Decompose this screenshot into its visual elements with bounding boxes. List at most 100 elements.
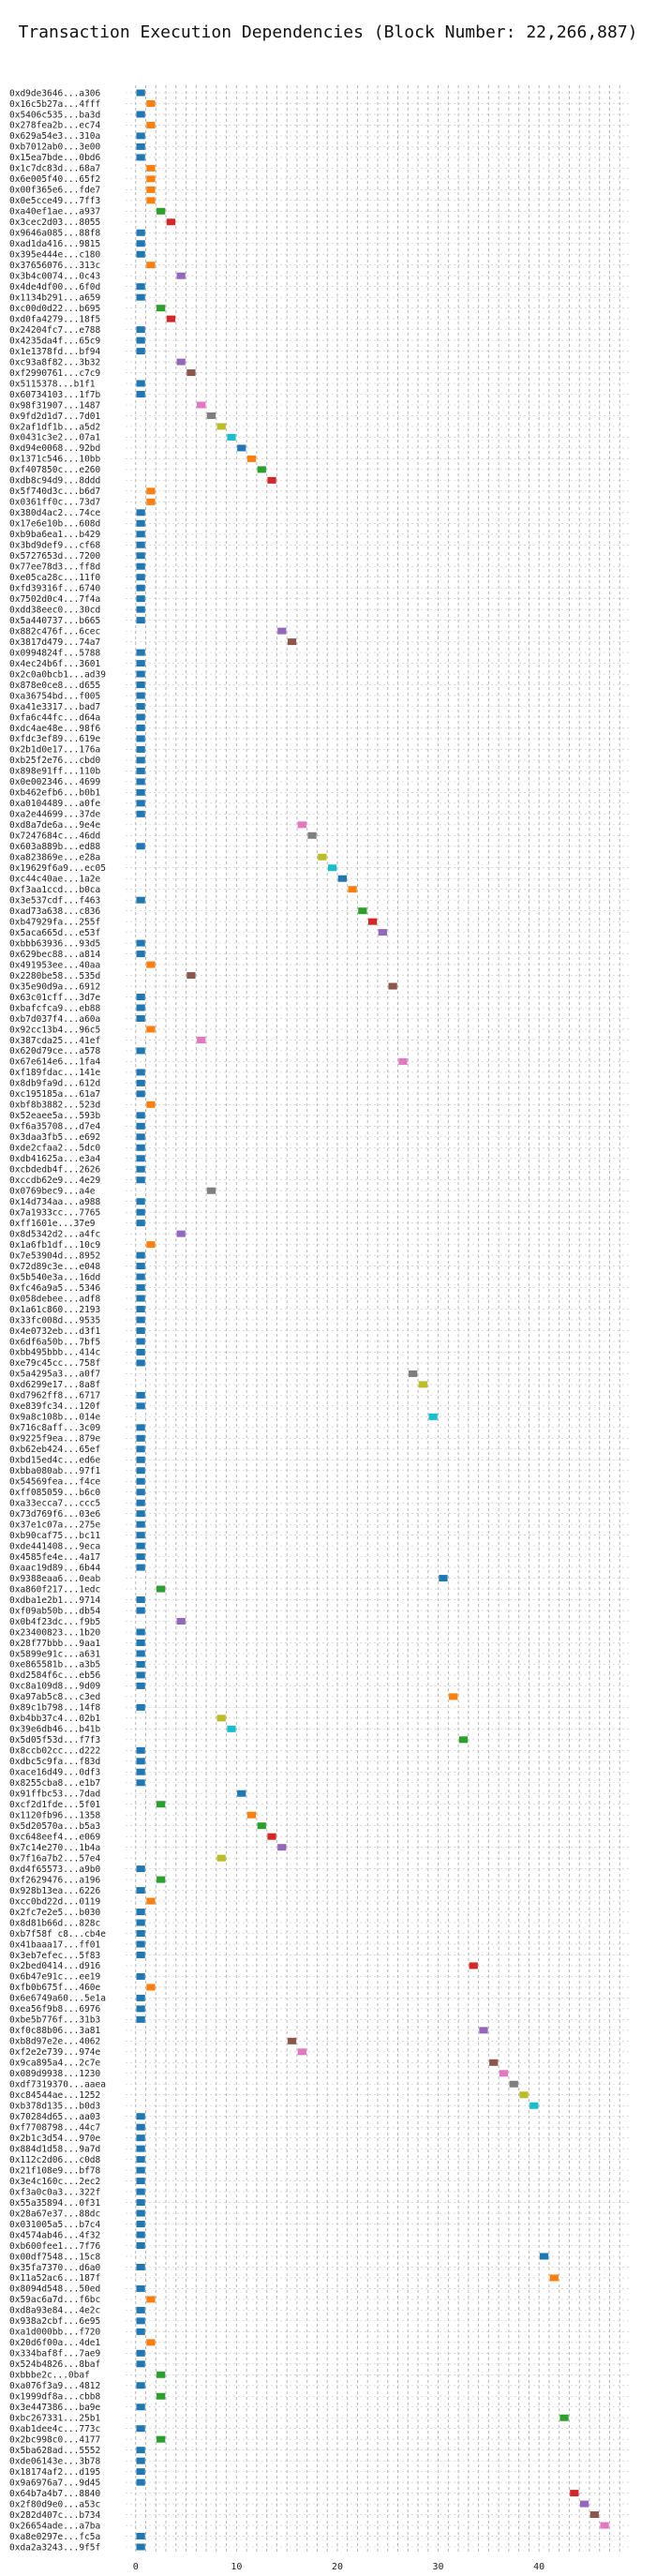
- tx-bar: [136, 1768, 145, 1775]
- tx-hash-label: 0x878e0ce8...d655: [9, 681, 100, 691]
- tx-hash-label: 0x089d9938...1230: [9, 2069, 101, 2079]
- tx-hash-label: 0xd8a93e84...4e2c: [9, 2306, 100, 2316]
- tx-hash-label: 0x8d5342d2...a4fc: [9, 1229, 100, 1239]
- tx-bar: [136, 2317, 145, 2325]
- tx-hash-label: 0x031005a5...b7c4: [9, 2220, 101, 2230]
- tx-bar: [136, 843, 145, 850]
- tx-bar: [186, 972, 196, 980]
- tx-bar: [136, 1650, 145, 1657]
- tx-hash-label: 0x8db9fa9d...612d: [9, 1079, 100, 1089]
- tx-bar: [136, 2425, 145, 2433]
- tx-bar: [136, 1069, 145, 1076]
- tx-hash-label: 0xa40ef1ae...a937: [9, 207, 100, 217]
- tx-bar: [136, 1477, 145, 1485]
- tx-bar: [246, 1811, 257, 1819]
- tx-hash-label: 0x70284d65...aa03: [9, 2112, 100, 2122]
- tx-bar: [136, 1251, 145, 1259]
- tx-hash-label: 0xdc4ae48e...98f6: [9, 724, 101, 734]
- tx-bar: [136, 2479, 145, 2486]
- tx-hash-label: 0xb90caf75...bc11: [9, 1531, 101, 1541]
- tx-hash-label: 0x3e537cdf...f463: [9, 895, 100, 906]
- tx-hash-label: 0x884d1d58...9a7d: [9, 2144, 100, 2154]
- tx-bar: [176, 272, 186, 279]
- tx-hash-label: 0x52eaee5a...593b: [9, 1111, 101, 1121]
- tx-hash-label: 0xdb8c94d9...8ddd: [9, 476, 100, 487]
- tx-hash-label: 0xbc267331...25b1: [9, 2414, 101, 2424]
- tx-hash-label: 0x1a61c860...2193: [9, 1305, 100, 1315]
- tx-bar: [136, 2015, 145, 2023]
- tx-bar: [146, 1101, 156, 1108]
- tx-bar: [176, 1618, 186, 1625]
- x-tick-label: 10: [231, 2562, 242, 2572]
- tx-hash-label: 0xb9ba6ea1...b429: [9, 530, 101, 540]
- tx-bar: [136, 2134, 145, 2142]
- tx-hash-label: 0xa8e0297e...fc5a: [9, 2532, 100, 2542]
- tx-bar: [136, 391, 145, 398]
- tx-bar: [146, 262, 156, 269]
- tx-hash-label: 0x882c476f...6cec: [9, 626, 100, 637]
- tx-hash-label: 0x3daa3fb5...e692: [9, 1132, 100, 1143]
- tx-hash-label: 0xbafcfca9...eb88: [9, 1003, 101, 1013]
- tx-hash-label: 0x491953ee...40aa: [9, 960, 100, 970]
- tx-bar: [136, 1144, 145, 1151]
- tx-hash-label: 0xbb495bbb...414c: [9, 1348, 100, 1358]
- tx-hash-label: 0x629a54e3...310a: [9, 131, 100, 142]
- tx-bar: [136, 2533, 145, 2540]
- tx-bar: [136, 2156, 145, 2164]
- tx-hash-label: 0xb7012ab0...3e00: [9, 142, 101, 153]
- tx-bar: [146, 961, 156, 968]
- tx-bar: [297, 2048, 306, 2056]
- tx-hash-label: 0xf2990761...c7c9: [9, 368, 101, 379]
- tx-bar: [378, 929, 388, 936]
- bars-layer: [136, 89, 609, 2551]
- tx-hash-label: 0xd7962ff8...6717: [9, 1391, 100, 1401]
- tx-bar: [146, 164, 156, 172]
- tx-bar: [136, 1703, 145, 1711]
- tx-bar: [318, 853, 327, 861]
- tx-hash-label: 0x4235da4f...65c9: [9, 336, 101, 346]
- tx-bar: [136, 142, 145, 150]
- tx-hash-label: 0x8255cba8...e1b7: [9, 1778, 100, 1789]
- tx-hash-label: 0xaac19d89...6b44: [9, 1563, 101, 1573]
- tx-hash-label: 0xbbb63936...93d5: [9, 938, 100, 949]
- tx-bar: [136, 2457, 145, 2464]
- tx-bar: [136, 2113, 145, 2120]
- tx-hash-label: 0xd8a7de6a...9e4e: [9, 820, 101, 831]
- tx-hash-label: 0x5115378...b1f1: [9, 379, 96, 389]
- tx-bar: [136, 951, 145, 958]
- tx-hash-label: 0x603a889b...ed88: [9, 842, 101, 852]
- tx-bar: [327, 864, 337, 872]
- tx-bar: [136, 1348, 145, 1355]
- tx-hash-label: 0xa823869e...e28a: [9, 853, 100, 863]
- tx-bar: [136, 1220, 145, 1227]
- tx-hash-label: 0x39e6db46...b41b: [9, 1725, 101, 1735]
- tx-bar: [136, 2178, 145, 2185]
- tx-bar: [136, 1155, 145, 1162]
- tx-bar: [136, 670, 145, 678]
- x-tick-label: 0: [133, 2562, 139, 2572]
- tx-hash-label: 0x54569fea...f4ce: [9, 1477, 101, 1488]
- tx-hash-label: 0x5406c535...ba3d: [9, 110, 100, 120]
- tx-hash-label: 0x16c5b27a...4fff: [9, 99, 100, 110]
- tx-hash-label: 0x524b4826...8baf: [9, 2359, 100, 2370]
- tx-hash-label: 0xb8d97e2e...4062: [9, 2037, 100, 2047]
- tx-hash-label: 0x620d79ce...a578: [9, 1046, 101, 1056]
- tx-hash-label: 0xcc0bd22d...0119: [9, 1896, 101, 1907]
- tx-bar: [136, 681, 145, 689]
- tx-hash-label: 0xad73a638...c836: [9, 906, 101, 917]
- tx-hash-label: 0xe839fc34...120f: [9, 1401, 100, 1412]
- tx-hash-label: 0x3cec2d03...8055: [9, 217, 100, 228]
- tx-hash-label: 0x63c01cff...3d7e: [9, 993, 101, 1003]
- tx-bar: [227, 1725, 236, 1732]
- tx-bar: [136, 2145, 145, 2152]
- tx-hash-label: 0x629bec88...a814: [9, 950, 101, 960]
- tx-bar: [509, 2080, 518, 2088]
- tx-bar: [136, 552, 145, 560]
- tx-hash-label: 0x17e6e10b...608d: [9, 519, 100, 530]
- tx-bar: [146, 498, 156, 505]
- tx-hash-label: 0xdd38eec0...30cd: [9, 605, 100, 615]
- grid-layer: [126, 85, 630, 2554]
- tx-hash-label: 0x3e447386...ba9e: [9, 2403, 101, 2413]
- tx-bar: [136, 1532, 145, 1539]
- tx-bar: [136, 1660, 145, 1668]
